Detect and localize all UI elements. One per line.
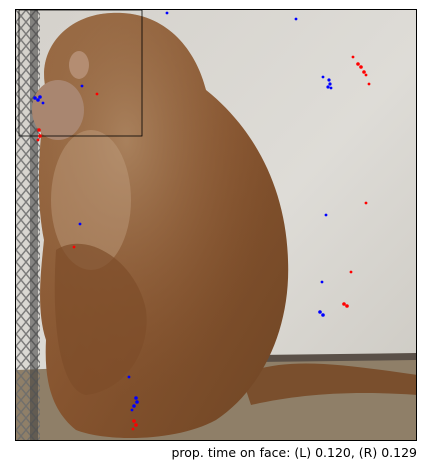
- gaze-point-right: [96, 93, 99, 96]
- gaze-point-right: [37, 139, 40, 142]
- gaze-point-right: [73, 246, 76, 249]
- gaze-point-left: [322, 76, 325, 79]
- gaze-point-right: [342, 302, 346, 306]
- gaze-point-right: [37, 128, 41, 132]
- gaze-point-right: [365, 74, 368, 77]
- gaze-point-right: [132, 419, 136, 423]
- monkey-photo-scene: [16, 10, 417, 441]
- gaze-point-right: [132, 428, 135, 431]
- gaze-point-left: [321, 313, 325, 317]
- gaze-point-right: [365, 202, 368, 205]
- gaze-point-right: [134, 423, 138, 427]
- gaze-point-left: [42, 102, 45, 105]
- gaze-point-right: [352, 56, 355, 59]
- gaze-point-left: [33, 96, 37, 100]
- gaze-point-left: [38, 95, 42, 99]
- gaze-point-right: [362, 70, 366, 74]
- gaze-point-left: [328, 82, 331, 85]
- gaze-point-right: [350, 271, 353, 274]
- gaze-point-right: [345, 304, 349, 308]
- gaze-point-left: [36, 98, 40, 102]
- gaze-point-left: [330, 87, 333, 90]
- monkey-ear: [69, 51, 89, 79]
- gaze-point-left: [327, 78, 330, 81]
- gaze-point-left: [318, 310, 322, 314]
- gaze-point-left: [325, 214, 328, 217]
- gaze-overlay-figure: [15, 9, 417, 441]
- gaze-point-left: [81, 85, 84, 88]
- gaze-point-left: [79, 223, 82, 226]
- gaze-point-left: [321, 281, 324, 284]
- gaze-point-left: [326, 85, 329, 88]
- gaze-point-left: [128, 376, 131, 379]
- gaze-point-right: [356, 62, 360, 66]
- gaze-point-right: [368, 83, 371, 86]
- gaze-point-left: [135, 400, 139, 404]
- gaze-point-left: [132, 404, 136, 408]
- gaze-point-right: [38, 134, 42, 138]
- gaze-point-left: [295, 18, 298, 21]
- face-time-caption: prop. time on face: (L) 0.120, (R) 0.129: [171, 445, 417, 460]
- gaze-point-left: [131, 409, 134, 412]
- fence-post: [30, 10, 38, 441]
- gaze-point-left: [166, 12, 169, 15]
- gaze-point-right: [359, 65, 363, 69]
- gaze-point-left: [134, 396, 138, 400]
